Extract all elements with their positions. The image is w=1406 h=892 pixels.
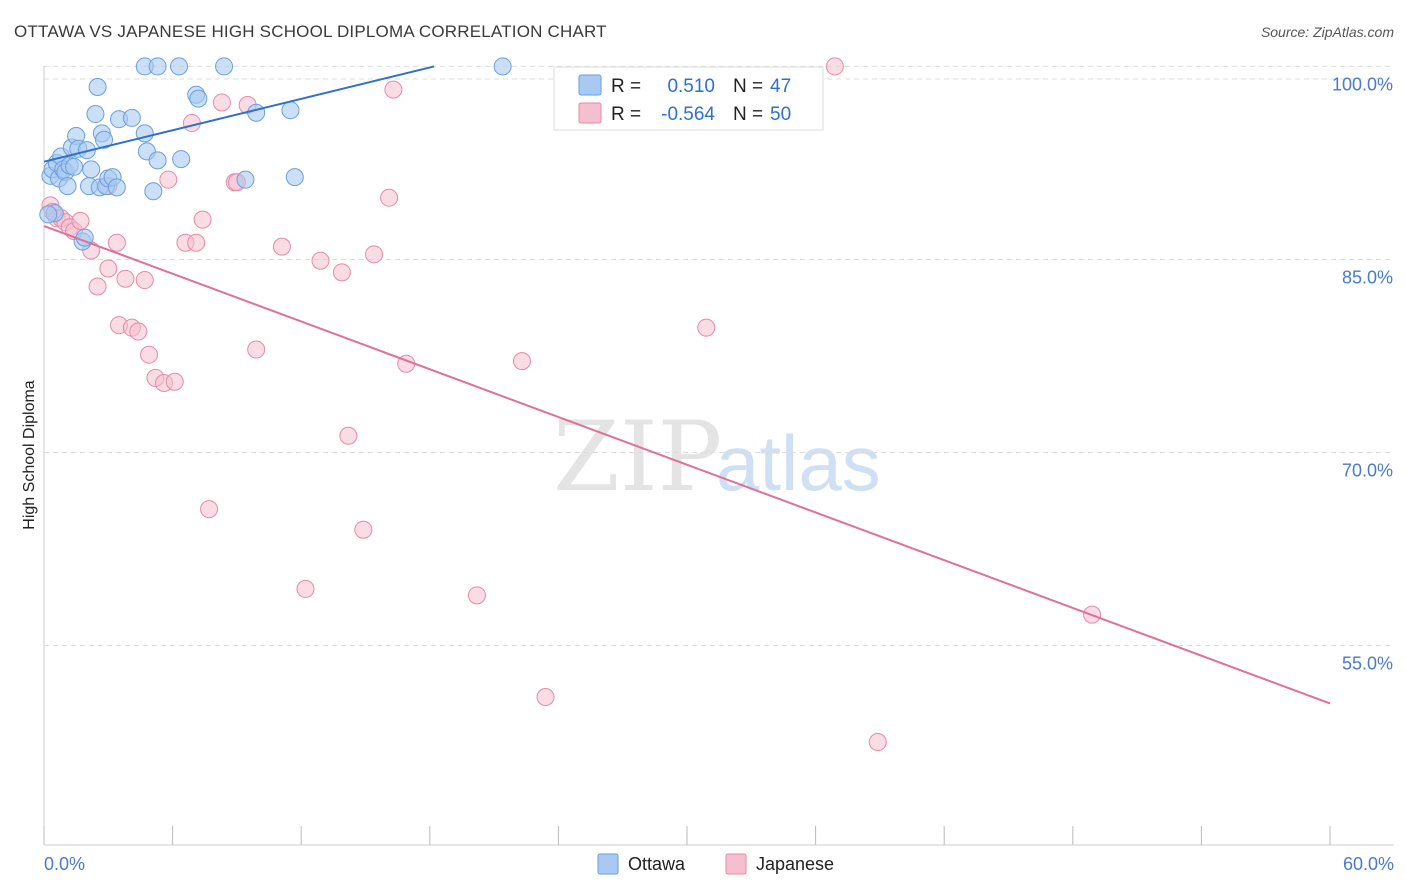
source-label: Source: ZipAtlas.com <box>1260 24 1394 40</box>
legend-r-label-ottawa: R = <box>611 76 641 97</box>
x-tick-label-max: 60.0% <box>1343 854 1394 874</box>
ottawa-point <box>148 151 167 170</box>
japanese-point <box>135 271 154 290</box>
series-legend-swatch-japanese <box>725 853 747 875</box>
japanese-point <box>825 57 844 76</box>
japanese-point <box>159 170 178 189</box>
gridlines <box>44 65 1394 647</box>
japanese-point <box>88 277 107 296</box>
japanese-point <box>697 318 716 337</box>
japanese-point <box>380 188 399 207</box>
legend-r-value-japanese: -0.564 <box>661 104 715 125</box>
ottawa-point <box>65 157 84 176</box>
ottawa-point <box>236 170 255 189</box>
series-legend-label-ottawa: Ottawa <box>628 854 686 874</box>
chart-title: OTTAWA VS JAPANESE HIGH SCHOOL DIPLOMA C… <box>14 22 607 41</box>
ottawa-point <box>58 177 77 196</box>
ottawa-point <box>285 168 304 187</box>
ottawa-point <box>86 105 105 124</box>
japanese-point <box>182 114 201 133</box>
legend-swatch-japanese <box>578 102 602 124</box>
ottawa-point <box>95 130 114 149</box>
japanese-point <box>339 426 358 445</box>
legend-n-value-ottawa: 47 <box>770 76 791 97</box>
japanese-point <box>384 80 403 99</box>
ottawa-point <box>144 182 163 201</box>
japanese-point <box>272 237 291 256</box>
axes <box>43 66 1394 846</box>
japanese-point <box>868 733 887 752</box>
japanese-point <box>536 688 555 707</box>
legend-n-label-ottawa: N = <box>733 76 763 97</box>
japanese-point <box>365 245 384 264</box>
japanese-point <box>200 500 219 519</box>
japanese-point <box>193 210 212 229</box>
japanese-point <box>129 322 148 341</box>
japanese-point <box>296 579 315 598</box>
ottawa-trend-line <box>43 65 435 163</box>
series-legend-swatch-ottawa <box>597 853 619 875</box>
ottawa-point <box>247 103 266 122</box>
y-tick-label: 100.0% <box>1332 74 1393 94</box>
japanese-point <box>140 345 159 364</box>
y-tick-label: 70.0% <box>1342 461 1393 481</box>
series-legend-label-japanese: Japanese <box>756 854 834 874</box>
ottawa-point <box>148 57 167 76</box>
japanese-point <box>332 263 351 282</box>
trend-lines <box>43 65 1331 705</box>
ottawa-point <box>172 150 191 169</box>
japanese-point <box>311 251 330 270</box>
watermark-atlas: atlas <box>716 419 881 507</box>
y-tick-label: 55.0% <box>1342 654 1393 674</box>
ottawa-point <box>122 108 141 127</box>
y-tick-labels: 55.0% 70.0% 85.0% 100.0% <box>1332 74 1393 673</box>
ottawa-point <box>189 89 208 108</box>
stats-legend: R = 0.510 N = 47 R = -0.564 N = 50 <box>553 66 824 131</box>
ottawa-point <box>215 57 234 76</box>
y-axis-label: High School Diploma <box>21 380 38 530</box>
ottawa-point <box>88 78 107 97</box>
legend-n-label-japanese: N = <box>733 104 763 125</box>
japanese-point <box>354 520 373 539</box>
japanese-point <box>116 269 135 288</box>
ottawa-point <box>493 57 512 76</box>
ottawa-point <box>82 160 101 179</box>
ottawa-point <box>170 57 189 76</box>
japanese-point <box>165 372 184 391</box>
japanese-trend-line <box>43 225 1331 705</box>
japanese-point <box>247 340 266 359</box>
japanese-point <box>467 586 486 605</box>
japanese-point <box>512 352 531 371</box>
japanese-point <box>99 259 118 278</box>
x-ticks <box>43 826 1331 845</box>
watermark-zip: ZIP <box>553 401 722 513</box>
ottawa-point <box>39 205 58 224</box>
legend-n-value-japanese: 50 <box>770 104 791 125</box>
ottawa-points <box>39 57 512 251</box>
legend-swatch-ottawa <box>578 74 602 96</box>
japanese-point <box>107 233 126 252</box>
y-tick-label: 85.0% <box>1342 267 1393 287</box>
legend-r-label-japanese: R = <box>611 104 641 125</box>
ottawa-point <box>281 101 300 120</box>
japanese-point <box>212 93 231 112</box>
japanese-point <box>71 211 90 230</box>
legend-r-value-ottawa: 0.510 <box>667 76 715 97</box>
japanese-point <box>187 233 206 252</box>
x-tick-label-min: 0.0% <box>44 854 85 874</box>
series-legend: Ottawa Japanese <box>597 853 834 875</box>
ottawa-point <box>107 178 126 197</box>
